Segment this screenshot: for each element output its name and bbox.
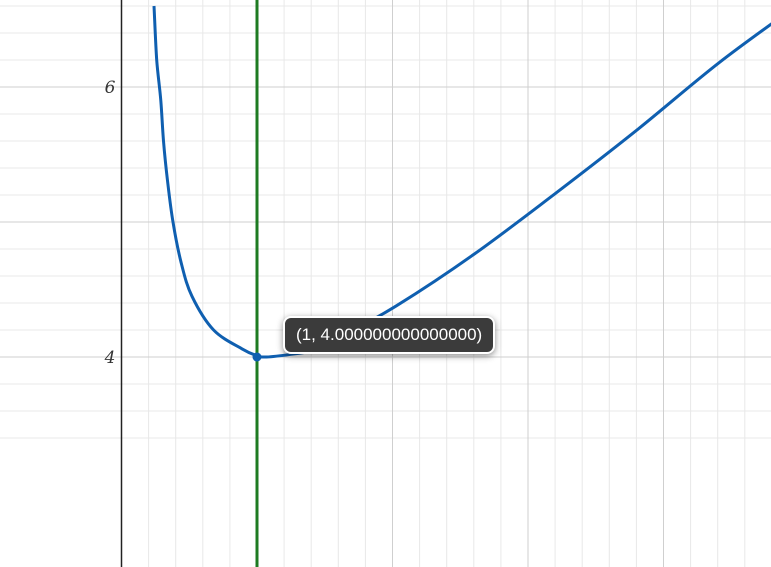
y-tick-label-6: 6 bbox=[105, 78, 116, 98]
point-coordinate-tooltip: (1, 4.000000000000000) bbox=[283, 316, 496, 354]
curve-point[interactable] bbox=[252, 352, 262, 362]
y-tick-label-4: 4 bbox=[104, 348, 116, 368]
y-tick-labels: 4 6 bbox=[104, 78, 116, 368]
function-curve[interactable] bbox=[152, 5, 771, 359]
